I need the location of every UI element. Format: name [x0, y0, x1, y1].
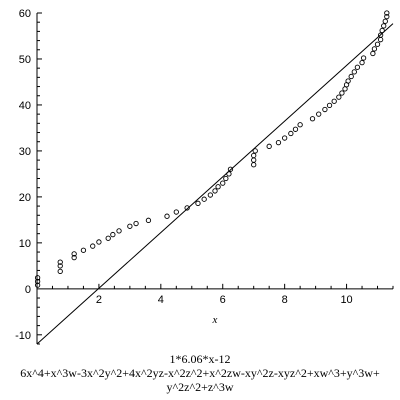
data-point [381, 23, 387, 29]
data-point [57, 259, 63, 265]
data-point [297, 122, 303, 128]
x-tick-label: 10 [340, 294, 352, 306]
data-point [145, 217, 152, 223]
data-point [371, 46, 378, 52]
data-point [57, 263, 63, 269]
data-point [382, 18, 388, 24]
data-point [374, 41, 381, 47]
data-point [34, 275, 41, 281]
data-point [370, 50, 376, 57]
y-tick-label: 60 [19, 8, 31, 20]
data-point [105, 235, 111, 241]
data-point [215, 184, 221, 190]
caption-polynomial-line-1: 6x^4+x^3w-3x^2y^2+4x^2yz-x^2z^2+x^2zw-xy… [20, 366, 380, 380]
data-point [354, 64, 361, 70]
data-point [379, 27, 385, 34]
data-point [57, 268, 63, 275]
data-point [275, 139, 282, 146]
data-point [351, 69, 357, 75]
caption-polynomial-line-2: y^2z^2+z^3w [166, 380, 234, 394]
caption-fit-equation: 1*6.06*x-12 [169, 352, 231, 366]
data-point [173, 209, 179, 215]
data-point [164, 213, 170, 219]
data-point [384, 14, 390, 20]
data-point [316, 111, 322, 117]
data-point [251, 162, 257, 168]
data-point [223, 175, 229, 182]
y-tick-label: 20 [19, 192, 31, 204]
y-tick-label: 40 [19, 100, 31, 112]
data-point [110, 231, 116, 238]
data-point [34, 282, 41, 288]
data-point [90, 243, 96, 249]
data-point [71, 251, 77, 257]
data-point [266, 143, 272, 149]
y-tick-label: 50 [19, 54, 31, 66]
data-point [377, 32, 384, 38]
data-point [133, 220, 139, 227]
data-point [80, 247, 87, 253]
x-axis-label: x [212, 314, 218, 326]
data-point [326, 102, 333, 109]
y-tick-label: -10 [15, 330, 31, 342]
data-point [288, 130, 294, 137]
data-point [339, 90, 345, 96]
fit-line-group [36, 23, 394, 345]
data-point [184, 205, 190, 211]
data-point [71, 254, 77, 261]
data-point [282, 135, 288, 141]
x-tick-label: 6 [220, 294, 226, 306]
tick-marks [37, 12, 394, 345]
data-point [227, 166, 234, 172]
data-point [226, 171, 232, 177]
data-point [331, 98, 337, 104]
y-tick-label: 30 [19, 146, 31, 158]
data-point [377, 37, 384, 43]
tick-labels: 2 4 6 8 10 -10 0 10 20 30 40 50 60 [15, 8, 353, 342]
data-point [252, 148, 258, 154]
data-points [34, 10, 390, 288]
data-point [251, 157, 257, 163]
data-point [207, 192, 214, 198]
y-tick-label: 10 [19, 238, 31, 250]
data-point [212, 188, 218, 194]
data-point [384, 10, 390, 16]
y-tick-label: 0 [25, 284, 31, 296]
x-tick-label: 8 [282, 294, 288, 306]
data-point [195, 200, 201, 206]
data-point [127, 223, 133, 229]
data-point [309, 116, 316, 122]
fit-line [36, 23, 394, 345]
x-tick-label: 4 [158, 294, 164, 306]
scatter-plot: 2 4 6 8 10 -10 0 10 20 30 40 50 60 x [15, 8, 394, 345]
data-point [336, 94, 342, 100]
data-point [201, 196, 207, 202]
data-point [251, 152, 257, 159]
data-point [345, 78, 351, 84]
data-point [116, 228, 122, 234]
x-tick-label: 2 [96, 294, 102, 306]
data-point [359, 60, 365, 66]
data-point [348, 73, 354, 80]
data-point [96, 239, 102, 245]
data-point [292, 126, 299, 132]
data-point [360, 55, 367, 61]
data-point [322, 106, 328, 113]
data-point [34, 278, 41, 285]
data-point [220, 180, 226, 186]
